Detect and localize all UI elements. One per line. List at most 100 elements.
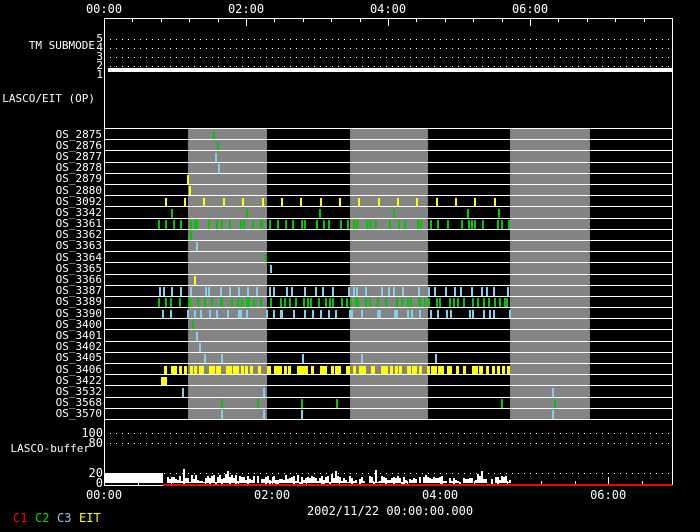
buffer-noise-bar (454, 479, 457, 484)
os-mark-yellow (280, 197, 283, 207)
os-mark-green (553, 399, 556, 408)
buffer-noise-bar (216, 476, 219, 484)
top-axis-label: 02:00 (227, 2, 265, 16)
os-mark-cyan (272, 287, 275, 296)
buffer-noise-bar (266, 476, 269, 484)
os-row (104, 251, 672, 263)
os-mark-green (341, 298, 344, 308)
buffer-noise-bar (182, 469, 185, 484)
os-mark-yellow (331, 365, 335, 375)
buffer-noise-bar (196, 479, 199, 484)
buffer-noise-bar (414, 478, 417, 484)
top-axis-label: 00:00 (85, 2, 123, 16)
buffer-noise-bar (278, 479, 281, 484)
os-mark-green (210, 298, 213, 308)
os-mark-green (470, 220, 473, 229)
os-row-label: OS_3387 (55, 284, 102, 298)
os-row (104, 262, 672, 274)
buffer-noise-bar (382, 476, 385, 484)
buffer-noise-bar (396, 476, 399, 484)
buffer-noise-bar (388, 479, 391, 484)
tm-gridline (104, 66, 672, 67)
os-mark-cyan (446, 309, 449, 319)
os-row (104, 273, 672, 285)
buffer-noise-bar (474, 480, 477, 484)
buffer-ytick-label: 20 (88, 466, 103, 480)
lasco-eit-label: LASCO/EIT (OP) (2, 92, 95, 105)
bottom-axis-tick (137, 481, 139, 485)
os-mark-green (487, 298, 490, 308)
buffer-noise-bar (302, 480, 305, 484)
os-mark-yellow (396, 197, 399, 207)
os-mark-cyan (215, 309, 218, 319)
os-mark-green (471, 298, 474, 308)
os-mark-green (349, 298, 352, 308)
os-mark-green (339, 220, 342, 229)
os-mark-cyan (356, 287, 359, 296)
buffer-noise-bar (392, 477, 395, 484)
os-mark-cyan (453, 287, 456, 296)
os-mark-cyan (392, 287, 395, 296)
os-mark-cyan (320, 309, 323, 319)
os-mark-green (474, 220, 477, 229)
top-axis-tick (217, 18, 219, 22)
os-row-label: OS_3401 (55, 329, 102, 342)
os-mark-yellow (257, 365, 261, 375)
buffer-noise-bar (198, 481, 201, 484)
buffer-noise-bar (288, 478, 291, 484)
os-mark-cyan (469, 309, 472, 319)
buffer-noise-bar (170, 476, 173, 484)
os-row (104, 228, 672, 240)
os-mark-cyan (162, 309, 164, 319)
buffer-noise-bar (178, 475, 181, 484)
os-mark-green (301, 399, 304, 408)
buffer-noise-bar (298, 481, 301, 484)
buffer-noise-bar (214, 482, 217, 484)
bottom-axis-tick (608, 477, 610, 485)
top-axis-tick (672, 18, 673, 26)
os-mark-cyan (187, 309, 189, 319)
os-mark-yellow (438, 365, 442, 375)
os-mark-cyan (353, 287, 356, 296)
buffer-noise-bar (444, 480, 447, 484)
buffer-noise-bar (180, 480, 183, 484)
os-row (104, 217, 672, 229)
os-mark-green (467, 208, 470, 218)
buffer-noise-bar (212, 475, 215, 484)
os-mark-yellow (456, 365, 460, 375)
buffer-noise-bar (324, 477, 327, 484)
os-mark-yellow (416, 197, 419, 207)
buffer-noise-bar (260, 479, 263, 484)
os-mark-green (508, 220, 510, 229)
os-mark-green (355, 298, 358, 308)
os-mark-yellow (446, 365, 450, 375)
os-mark-cyan (322, 287, 324, 296)
bottom-axis-tick (272, 477, 273, 485)
os-mark-green (417, 220, 420, 229)
os-mark-yellow (394, 365, 398, 375)
os-mark-yellow (184, 197, 187, 207)
os-mark-cyan (262, 387, 265, 397)
os-mark-green (384, 298, 387, 308)
os-mark-cyan (480, 287, 483, 296)
os-mark-green (506, 298, 509, 308)
os-mark-cyan (203, 354, 206, 364)
os-mark-green (270, 298, 273, 308)
os-row (104, 396, 672, 408)
os-mark-green (191, 320, 194, 330)
os-mark-green (261, 220, 264, 229)
os-mark-green (435, 298, 438, 308)
os-mark-green (328, 220, 331, 229)
os-mark-yellow (161, 376, 168, 386)
buffer-noise-bar (484, 478, 487, 484)
os-row-label: OS_3402 (55, 340, 102, 354)
os-mark-yellow (380, 365, 384, 375)
os-mark-green (392, 208, 395, 218)
buffer-noise-bar (340, 481, 343, 484)
bottom-axis-tick (473, 481, 475, 485)
os-mark-yellow (471, 365, 475, 375)
buffer-full-fill (104, 473, 163, 483)
os-mark-cyan (450, 309, 453, 319)
os-mark-green (353, 220, 356, 229)
buffer-noise-bar (424, 475, 427, 484)
